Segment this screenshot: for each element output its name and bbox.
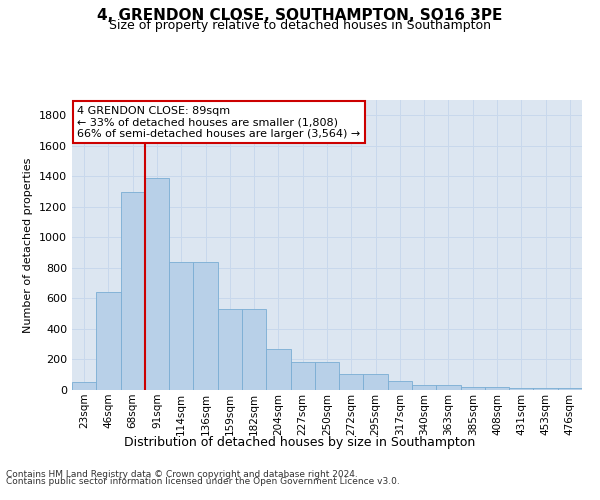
- Bar: [436, 386, 461, 390]
- Bar: [121, 192, 145, 390]
- Bar: [412, 386, 436, 390]
- Y-axis label: Number of detached properties: Number of detached properties: [23, 158, 34, 332]
- Bar: [145, 178, 169, 390]
- Bar: [461, 387, 485, 390]
- Bar: [266, 349, 290, 390]
- Bar: [315, 362, 339, 390]
- Text: 4 GRENDON CLOSE: 89sqm
← 33% of detached houses are smaller (1,808)
66% of semi-: 4 GRENDON CLOSE: 89sqm ← 33% of detached…: [77, 106, 361, 139]
- Bar: [388, 381, 412, 390]
- Bar: [509, 388, 533, 390]
- Bar: [290, 362, 315, 390]
- Bar: [364, 374, 388, 390]
- Text: Contains public sector information licensed under the Open Government Licence v3: Contains public sector information licen…: [6, 478, 400, 486]
- Bar: [218, 309, 242, 390]
- Text: Contains HM Land Registry data © Crown copyright and database right 2024.: Contains HM Land Registry data © Crown c…: [6, 470, 358, 479]
- Text: Size of property relative to detached houses in Southampton: Size of property relative to detached ho…: [109, 19, 491, 32]
- Bar: [533, 388, 558, 390]
- Text: 4, GRENDON CLOSE, SOUTHAMPTON, SO16 3PE: 4, GRENDON CLOSE, SOUTHAMPTON, SO16 3PE: [97, 8, 503, 22]
- Bar: [558, 388, 582, 390]
- Bar: [193, 262, 218, 390]
- Bar: [72, 382, 96, 390]
- Bar: [169, 262, 193, 390]
- Bar: [96, 292, 121, 390]
- Bar: [339, 374, 364, 390]
- Text: Distribution of detached houses by size in Southampton: Distribution of detached houses by size …: [124, 436, 476, 449]
- Bar: [485, 387, 509, 390]
- Bar: [242, 309, 266, 390]
